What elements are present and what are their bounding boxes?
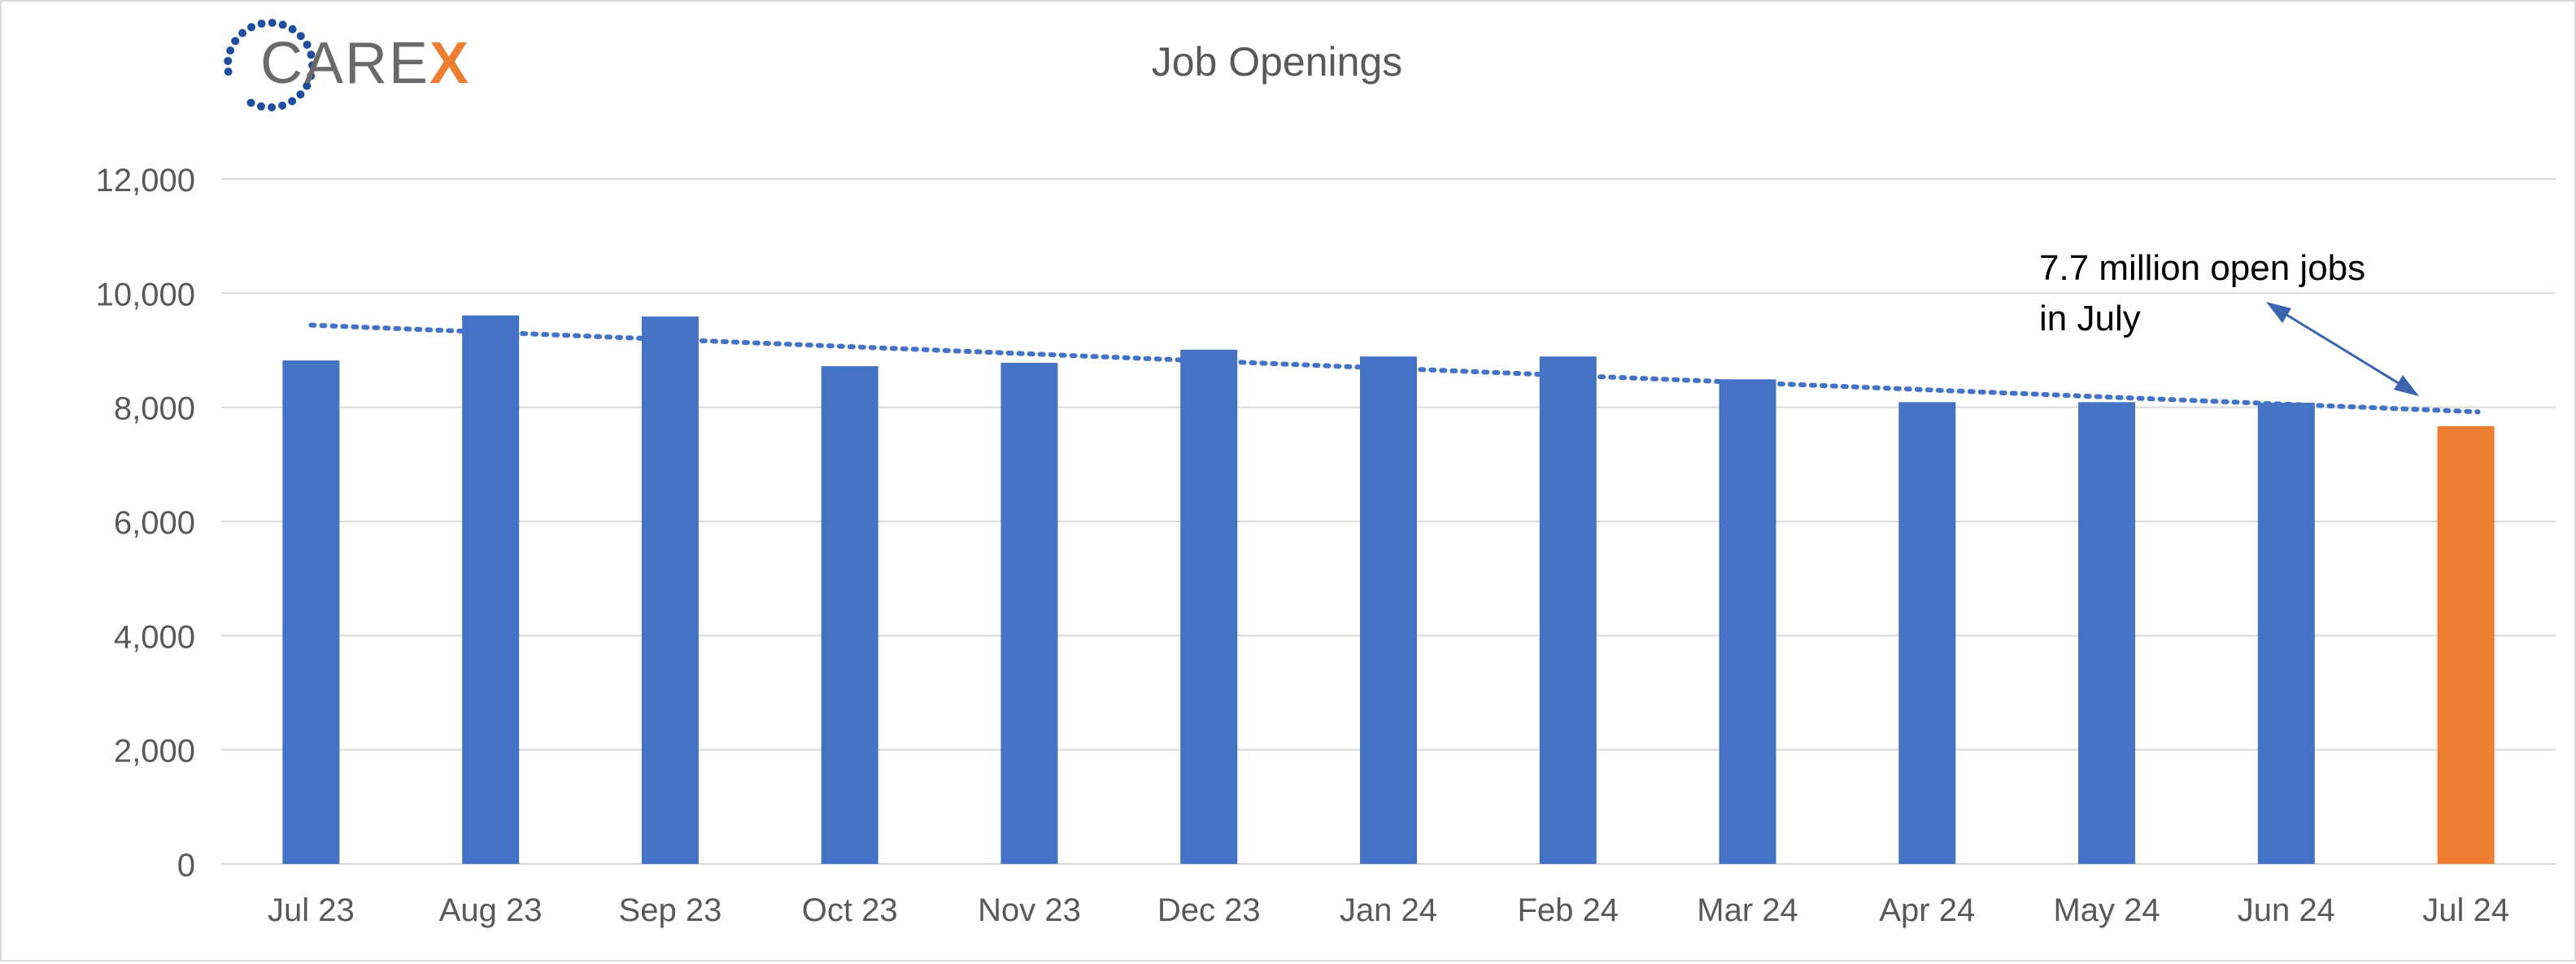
logo-dot	[246, 98, 255, 107]
x-axis-tick-labels: Jul 23 Aug 23 Sep 23 Oct 23 Nov 23 Dec 23 Jan …	[268, 892, 2509, 928]
x-tick-label: Feb 24	[1518, 892, 1619, 928]
bar	[2257, 403, 2315, 864]
annotation-arrow	[2269, 303, 2417, 395]
x-tick-label: Jun 24	[2238, 892, 2335, 928]
logo-dot	[224, 68, 233, 76]
chart-title: Job Openings	[1152, 39, 1403, 85]
logo-dot	[238, 28, 247, 37]
trendline	[308, 322, 2481, 415]
logo-dot	[288, 24, 297, 33]
bar	[1898, 402, 1956, 864]
annotation-text: 7.7 million open jobs in July	[2039, 248, 2375, 338]
bar	[1719, 379, 1776, 864]
annotation-line-1: 7.7 million open jobs	[2039, 248, 2365, 288]
annotation-line-2: in July	[2039, 299, 2141, 338]
x-tick-label: May 24	[2053, 892, 2160, 928]
logo-dot	[226, 46, 235, 55]
x-tick-label: Nov 23	[978, 892, 1081, 928]
annotation-arrowhead-top	[2266, 302, 2291, 323]
logo-dot	[224, 56, 233, 65]
logo-dot	[303, 81, 312, 90]
logo-dot	[268, 19, 277, 28]
x-tick-label: Jul 23	[268, 892, 355, 928]
annotation-arrowhead-bottom	[2394, 375, 2419, 396]
x-tick-label: Jul 24	[2422, 892, 2509, 928]
logo-text: CAREX	[260, 31, 470, 96]
y-tick-label: 12,000	[96, 163, 195, 198]
logo-dot	[288, 97, 297, 106]
y-tick-label: 0	[177, 848, 195, 883]
bar	[1539, 356, 1597, 864]
logo-dot	[247, 23, 256, 32]
logo-dot	[257, 20, 266, 28]
annotation: 7.7 million open jobs in July	[2039, 248, 2419, 396]
logo-text-main: CARE	[260, 31, 429, 96]
logo-dot	[307, 72, 316, 81]
x-tick-label: Apr 24	[1879, 892, 1975, 928]
bar	[2437, 425, 2495, 864]
logo-dot	[296, 90, 305, 99]
x-tick-label: Sep 23	[619, 892, 722, 928]
y-tick-label: 8,000	[114, 391, 195, 427]
x-tick-label: Mar 24	[1697, 892, 1798, 928]
logo-dot	[296, 32, 305, 41]
y-tick-label: 4,000	[114, 619, 195, 655]
logo-dot	[268, 103, 277, 111]
y-tick-label: 10,000	[96, 277, 195, 312]
x-tick-label: Aug 23	[439, 892, 543, 928]
logo-dot	[278, 20, 287, 29]
y-tick-label: 6,000	[114, 505, 195, 541]
bar	[821, 366, 878, 864]
bars	[282, 315, 2495, 865]
y-tick-label: 2,000	[114, 734, 195, 770]
bar	[2078, 402, 2136, 864]
logo-dot	[231, 37, 240, 46]
logo-dot	[256, 102, 265, 111]
logo-dot	[278, 101, 287, 110]
carex-logo: CAREX	[224, 19, 470, 111]
logo-dot	[303, 40, 312, 49]
logo-dot-ring	[224, 19, 316, 111]
x-tick-label: Oct 23	[802, 892, 898, 928]
logo-dot	[307, 50, 316, 59]
bar	[1180, 349, 1238, 864]
logo-text-accent: X	[429, 31, 470, 96]
bar	[282, 360, 340, 864]
x-tick-label: Jan 24	[1340, 892, 1437, 928]
x-tick-label: Dec 23	[1157, 892, 1261, 928]
bar	[1360, 356, 1417, 864]
y-axis-tick-labels: 0 2,000 4,000 6,000 8,000 10,000 12,000	[96, 163, 195, 883]
logo-dot	[307, 61, 316, 70]
bar	[641, 316, 699, 864]
bar	[462, 315, 520, 864]
bar	[1000, 362, 1058, 865]
